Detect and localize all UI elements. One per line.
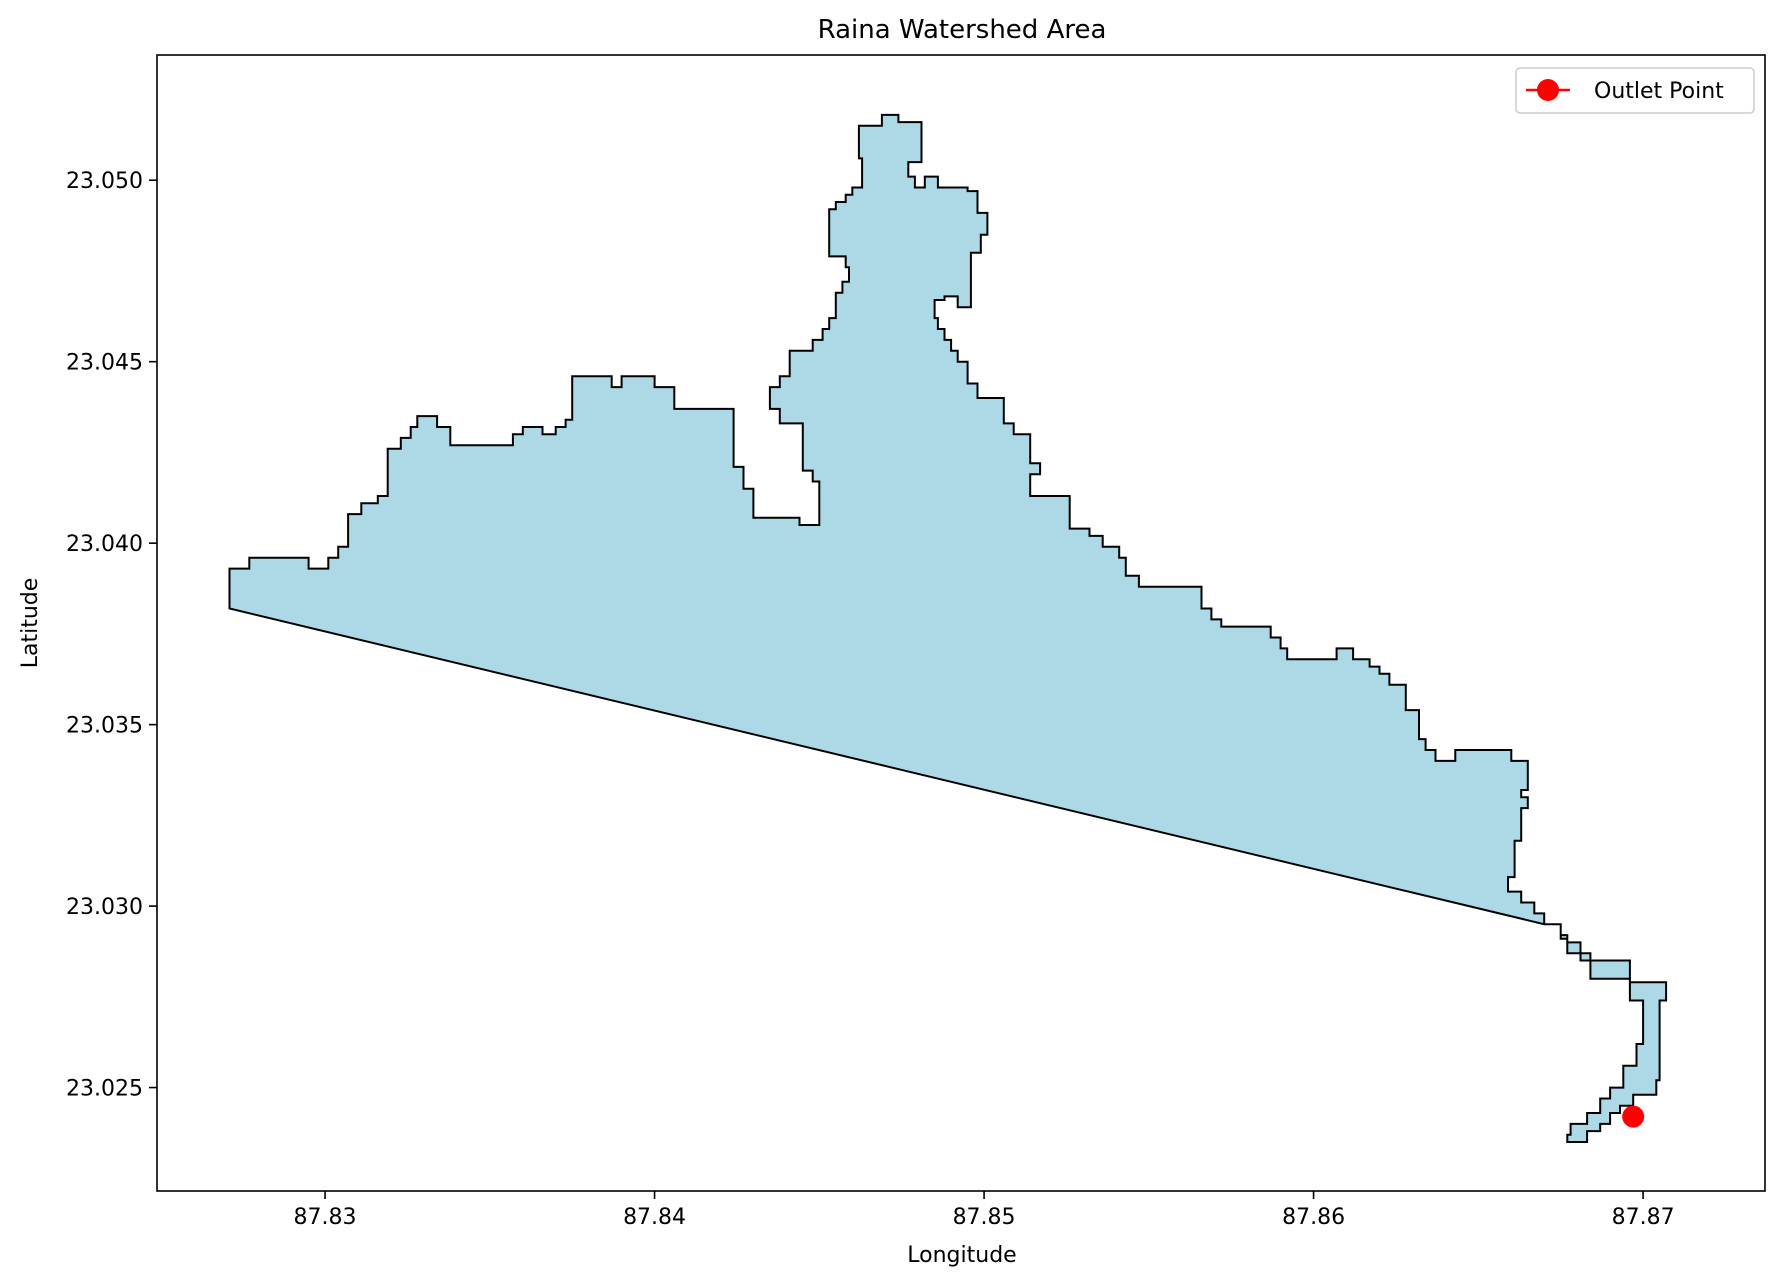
plot-area — [156, 54, 1766, 1192]
x-tick-label: 87.83 — [294, 1205, 357, 1230]
watershed-polygon — [228, 113, 1668, 1143]
outlet-point-marker — [1622, 1105, 1645, 1128]
legend[interactable]: Outlet Point — [1515, 67, 1755, 114]
x-tick-label: 87.84 — [623, 1205, 686, 1230]
x-tick-label: 87.86 — [1282, 1205, 1345, 1230]
y-tick-label: 23.040 — [66, 532, 143, 557]
points-layer — [1622, 1105, 1645, 1128]
y-tick-label: 23.035 — [66, 714, 143, 739]
y-tick-label: 23.045 — [66, 351, 143, 376]
x-tick-label: 87.85 — [953, 1205, 1016, 1230]
legend-point-marker — [1537, 79, 1559, 101]
y-axis-label: Latitude — [18, 578, 43, 669]
y-tick-label: 23.025 — [66, 1077, 143, 1102]
chart-title: Raina Watershed Area — [818, 15, 1107, 45]
y-axis: 23.025 23.030 23.035 23.040 23.045 23.050 — [66, 169, 157, 1102]
x-tick-label: 87.87 — [1612, 1205, 1675, 1230]
plot-frame — [156, 54, 1766, 1192]
x-axis-label: Longitude — [907, 1243, 1016, 1268]
y-tick-label: 23.030 — [66, 895, 143, 920]
legend-box — [1515, 67, 1755, 114]
y-tick-label: 23.050 — [66, 169, 143, 194]
legend-label: Outlet Point — [1594, 79, 1724, 104]
x-axis: 87.83 87.84 87.85 87.86 87.87 — [294, 1191, 1675, 1230]
